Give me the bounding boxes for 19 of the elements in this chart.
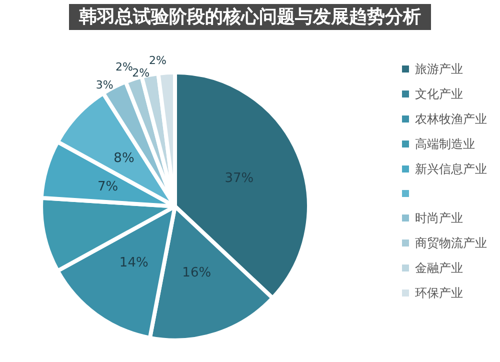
legend-label: 新兴信息产业 <box>415 162 487 176</box>
legend-label: 商贸物流产业 <box>415 236 487 250</box>
data-label: 2% <box>116 60 133 74</box>
legend-label: 环保产业 <box>415 286 463 300</box>
data-label: 37% <box>224 171 254 186</box>
data-label: 2% <box>132 66 150 80</box>
legend-label: 旅游产业 <box>415 62 463 76</box>
legend-label: 时尚产业 <box>415 211 463 225</box>
data-label: 7% <box>97 179 118 194</box>
data-label: 16% <box>182 265 212 280</box>
legend-label: 农林牧渔产业 <box>415 112 487 126</box>
data-label: 3% <box>96 78 114 92</box>
data-label: 14% <box>119 255 148 270</box>
legend-label: 文化产业 <box>415 87 463 101</box>
data-label: 2% <box>149 54 166 68</box>
data-label: 8% <box>114 150 134 166</box>
legend-label: 高端制造业 <box>415 137 475 151</box>
chart-title: 韩羽总试验阶段的核心问题与发展趋势分析 <box>78 6 421 28</box>
legend-label: 金融产业 <box>415 261 463 275</box>
